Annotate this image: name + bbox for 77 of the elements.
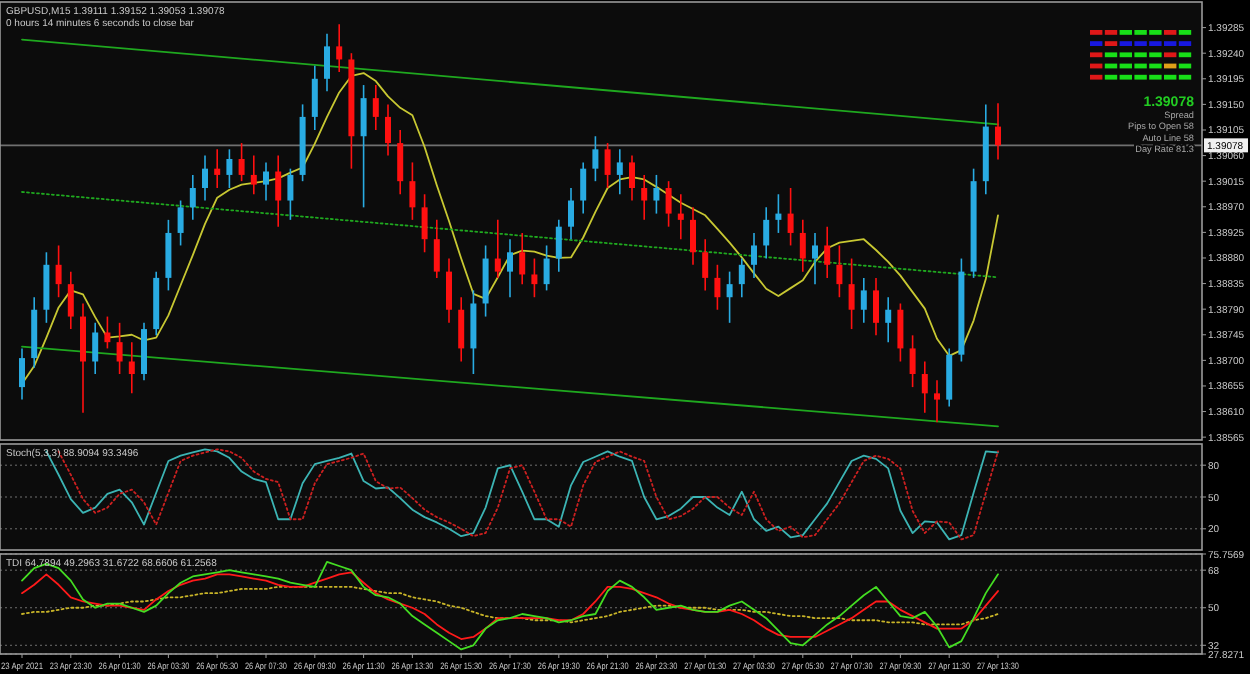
candlestick: [824, 225, 831, 279]
line-series: [21, 571, 999, 640]
candlestick: [616, 148, 623, 196]
candlestick: [116, 322, 123, 375]
line-series: [21, 560, 999, 651]
candlestick: [897, 302, 904, 363]
candlestick: [482, 244, 489, 318]
candlestick: [287, 167, 294, 221]
candlestick: [995, 102, 1001, 161]
candlestick: [446, 257, 452, 324]
candlestick: [873, 277, 879, 337]
candlestick: [921, 360, 928, 414]
candlestick: [714, 264, 721, 311]
candlestick: [946, 347, 953, 408]
candlestick: [580, 161, 587, 215]
candlestick: [104, 315, 111, 350]
candlestick: [848, 257, 855, 330]
candlestick: [275, 154, 282, 228]
candlestick: [860, 277, 867, 324]
candlestick: [836, 244, 843, 299]
candlestick: [458, 296, 465, 363]
candlestick: [470, 289, 477, 375]
candlestick: [799, 219, 806, 273]
candlestick: [507, 238, 513, 299]
candlestick: [19, 347, 25, 401]
candlestick: [360, 84, 367, 209]
candlestick: [397, 129, 404, 196]
candlestick: [55, 244, 62, 299]
candlestick: [165, 219, 172, 292]
candlestick: [128, 341, 135, 395]
candlestick: [787, 187, 794, 247]
candlestick: [519, 232, 526, 285]
candlestick: [311, 64, 318, 131]
candlestick: [812, 232, 818, 285]
candlestick: [738, 257, 745, 299]
candlestick: [43, 251, 50, 324]
candlestick: [543, 244, 550, 292]
candlestick: [531, 257, 538, 299]
candlestick: [433, 219, 440, 279]
candlestick: [555, 219, 562, 273]
candlestick: [665, 180, 672, 228]
candlestick: [189, 174, 196, 221]
candlestick: [250, 154, 257, 196]
candlestick: [141, 322, 147, 382]
candlestick: [67, 270, 74, 330]
candlestick: [592, 135, 599, 182]
candlestick: [751, 232, 757, 279]
candlestick: [690, 206, 696, 266]
candlestick: [214, 148, 221, 189]
candlestick: [604, 142, 611, 189]
candlestick: [885, 296, 892, 343]
candlestick: [226, 148, 233, 189]
candlestick: [385, 103, 391, 157]
candlestick: [775, 193, 782, 234]
candlestick: [763, 206, 770, 260]
candlestick: [263, 161, 269, 202]
candlestick: [336, 23, 343, 73]
candlestick: [702, 238, 709, 292]
candlestick: [629, 154, 635, 202]
candlestick: [372, 84, 379, 131]
candlestick: [202, 154, 208, 202]
candlestick: [726, 270, 733, 324]
candlestick: [568, 187, 574, 240]
candlestick: [653, 174, 660, 215]
candlestick: [909, 334, 916, 388]
line-series: [21, 585, 999, 626]
candlestick: [92, 322, 99, 375]
candlestick: [238, 142, 245, 182]
candlestick: [934, 379, 940, 424]
candlestick: [409, 161, 416, 221]
candlestick: [494, 219, 501, 279]
candlestick: [80, 302, 86, 414]
candlestick: [641, 174, 648, 221]
candlestick: [177, 199, 184, 247]
candlestick: [324, 33, 330, 93]
candlestick: [677, 193, 684, 240]
candlestick: [421, 193, 428, 254]
